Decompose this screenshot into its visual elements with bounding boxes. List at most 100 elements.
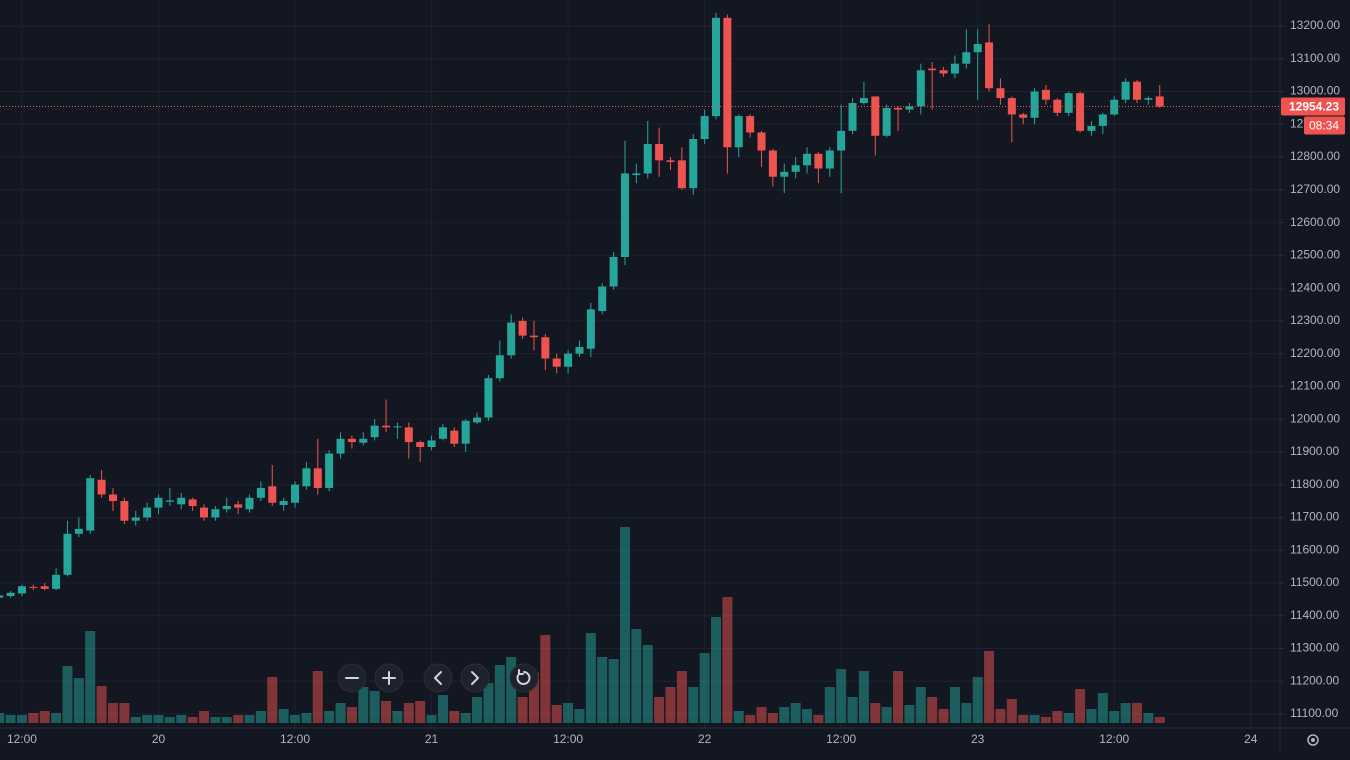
volume-bar	[528, 673, 539, 723]
candle-body	[643, 143, 652, 174]
volume-bar	[1075, 689, 1086, 723]
y-tick-label: 11700.00	[1290, 510, 1339, 524]
volume-bar	[1029, 715, 1040, 723]
volume-bar	[335, 703, 346, 723]
candle-body	[256, 487, 265, 498]
x-tick-label: 12:00	[553, 732, 583, 746]
candle-body	[404, 427, 413, 443]
volume-bar	[483, 683, 494, 723]
volume-bar	[904, 705, 915, 723]
volume-bar	[506, 657, 517, 723]
candle-body	[6, 592, 15, 597]
candle-body	[1087, 125, 1096, 131]
candle-body	[973, 44, 982, 53]
volume-bar	[437, 695, 448, 723]
candle-body	[677, 160, 686, 189]
volume-bar	[1006, 699, 1017, 723]
candle-body	[598, 286, 607, 312]
candle-body	[1121, 81, 1130, 100]
volume-bar	[688, 687, 699, 723]
candle-body	[723, 17, 732, 148]
volume-bar	[984, 651, 995, 723]
y-tick-label: 12700.00	[1290, 182, 1340, 196]
candle-body	[438, 427, 447, 439]
scroll-left-button[interactable]	[423, 663, 453, 693]
candle-body	[131, 517, 140, 521]
candle-body	[632, 173, 641, 176]
zoom-out-button[interactable]	[337, 663, 367, 693]
volume-bar	[824, 687, 835, 723]
y-tick-label: 12500.00	[1290, 248, 1340, 262]
candle-body	[370, 425, 379, 438]
volume-bar	[1143, 713, 1154, 723]
volume-bar	[631, 629, 642, 723]
candle-body	[177, 497, 186, 505]
candle-body	[586, 309, 595, 349]
candle-body	[905, 106, 914, 110]
volume-bar	[290, 715, 301, 723]
candle-body	[655, 143, 664, 161]
candle-body	[712, 17, 721, 117]
candle-body	[0, 595, 4, 598]
volume-bar	[597, 657, 608, 723]
volume-bar	[551, 705, 562, 723]
scroll-right-button[interactable]	[460, 663, 490, 693]
candle-body	[1132, 81, 1141, 100]
countdown-label: 08:34	[1309, 119, 1339, 133]
y-tick-label: 11500.00	[1290, 575, 1339, 589]
candle-body	[359, 438, 368, 443]
volume-bar	[654, 697, 665, 723]
volume-pane	[0, 527, 1165, 723]
volume-bar	[1086, 709, 1097, 723]
volume-bar	[961, 703, 972, 723]
volume-bar	[870, 703, 881, 723]
y-tick-label: 13100.00	[1290, 51, 1340, 65]
candle-body	[200, 507, 209, 518]
y-tick-label: 11300.00	[1290, 641, 1339, 655]
volume-bar	[449, 711, 460, 723]
volume-bar	[1052, 711, 1063, 723]
candle-body	[279, 501, 288, 505]
candle-body	[700, 116, 709, 140]
volume-bar	[301, 713, 312, 723]
candle-body	[1064, 93, 1073, 113]
candle-body	[188, 499, 197, 506]
volume-bar	[995, 709, 1006, 723]
candle-body	[97, 479, 106, 495]
volume-bar	[1154, 717, 1165, 723]
candle-body	[268, 486, 277, 503]
y-tick-label: 13000.00	[1290, 84, 1340, 98]
candle-body	[1110, 99, 1119, 115]
volume-bar	[278, 709, 289, 723]
volume-bar	[1109, 711, 1120, 723]
candle-body	[518, 320, 527, 336]
volume-bar	[813, 715, 824, 723]
candle-body	[484, 378, 493, 418]
x-tick-label: 12:00	[826, 732, 856, 746]
candle-body	[620, 173, 629, 257]
candle-body	[894, 107, 903, 110]
volume-bar	[255, 711, 266, 723]
volume-bar	[403, 703, 414, 723]
candle-body	[165, 500, 174, 502]
volume-bar	[893, 671, 904, 723]
volume-bar	[802, 709, 813, 723]
candle-body	[768, 150, 777, 177]
volume-bar	[517, 697, 528, 723]
volume-bar	[472, 697, 483, 723]
candle-body	[1030, 91, 1039, 118]
candle-body	[1053, 99, 1062, 113]
reset-button[interactable]	[509, 663, 539, 693]
candle-body	[325, 453, 334, 488]
settings-button[interactable]	[1307, 734, 1319, 746]
y-tick-label: 11900.00	[1290, 444, 1339, 458]
zoom-in-button[interactable]	[374, 663, 404, 693]
y-tick-label: 11400.00	[1290, 608, 1339, 622]
volume-bar	[1018, 715, 1029, 723]
volume-bar	[949, 687, 960, 723]
volume-bar	[665, 687, 676, 723]
volume-bar	[96, 686, 107, 723]
y-tick-label: 12000.00	[1290, 411, 1340, 425]
volume-bar	[915, 687, 926, 723]
